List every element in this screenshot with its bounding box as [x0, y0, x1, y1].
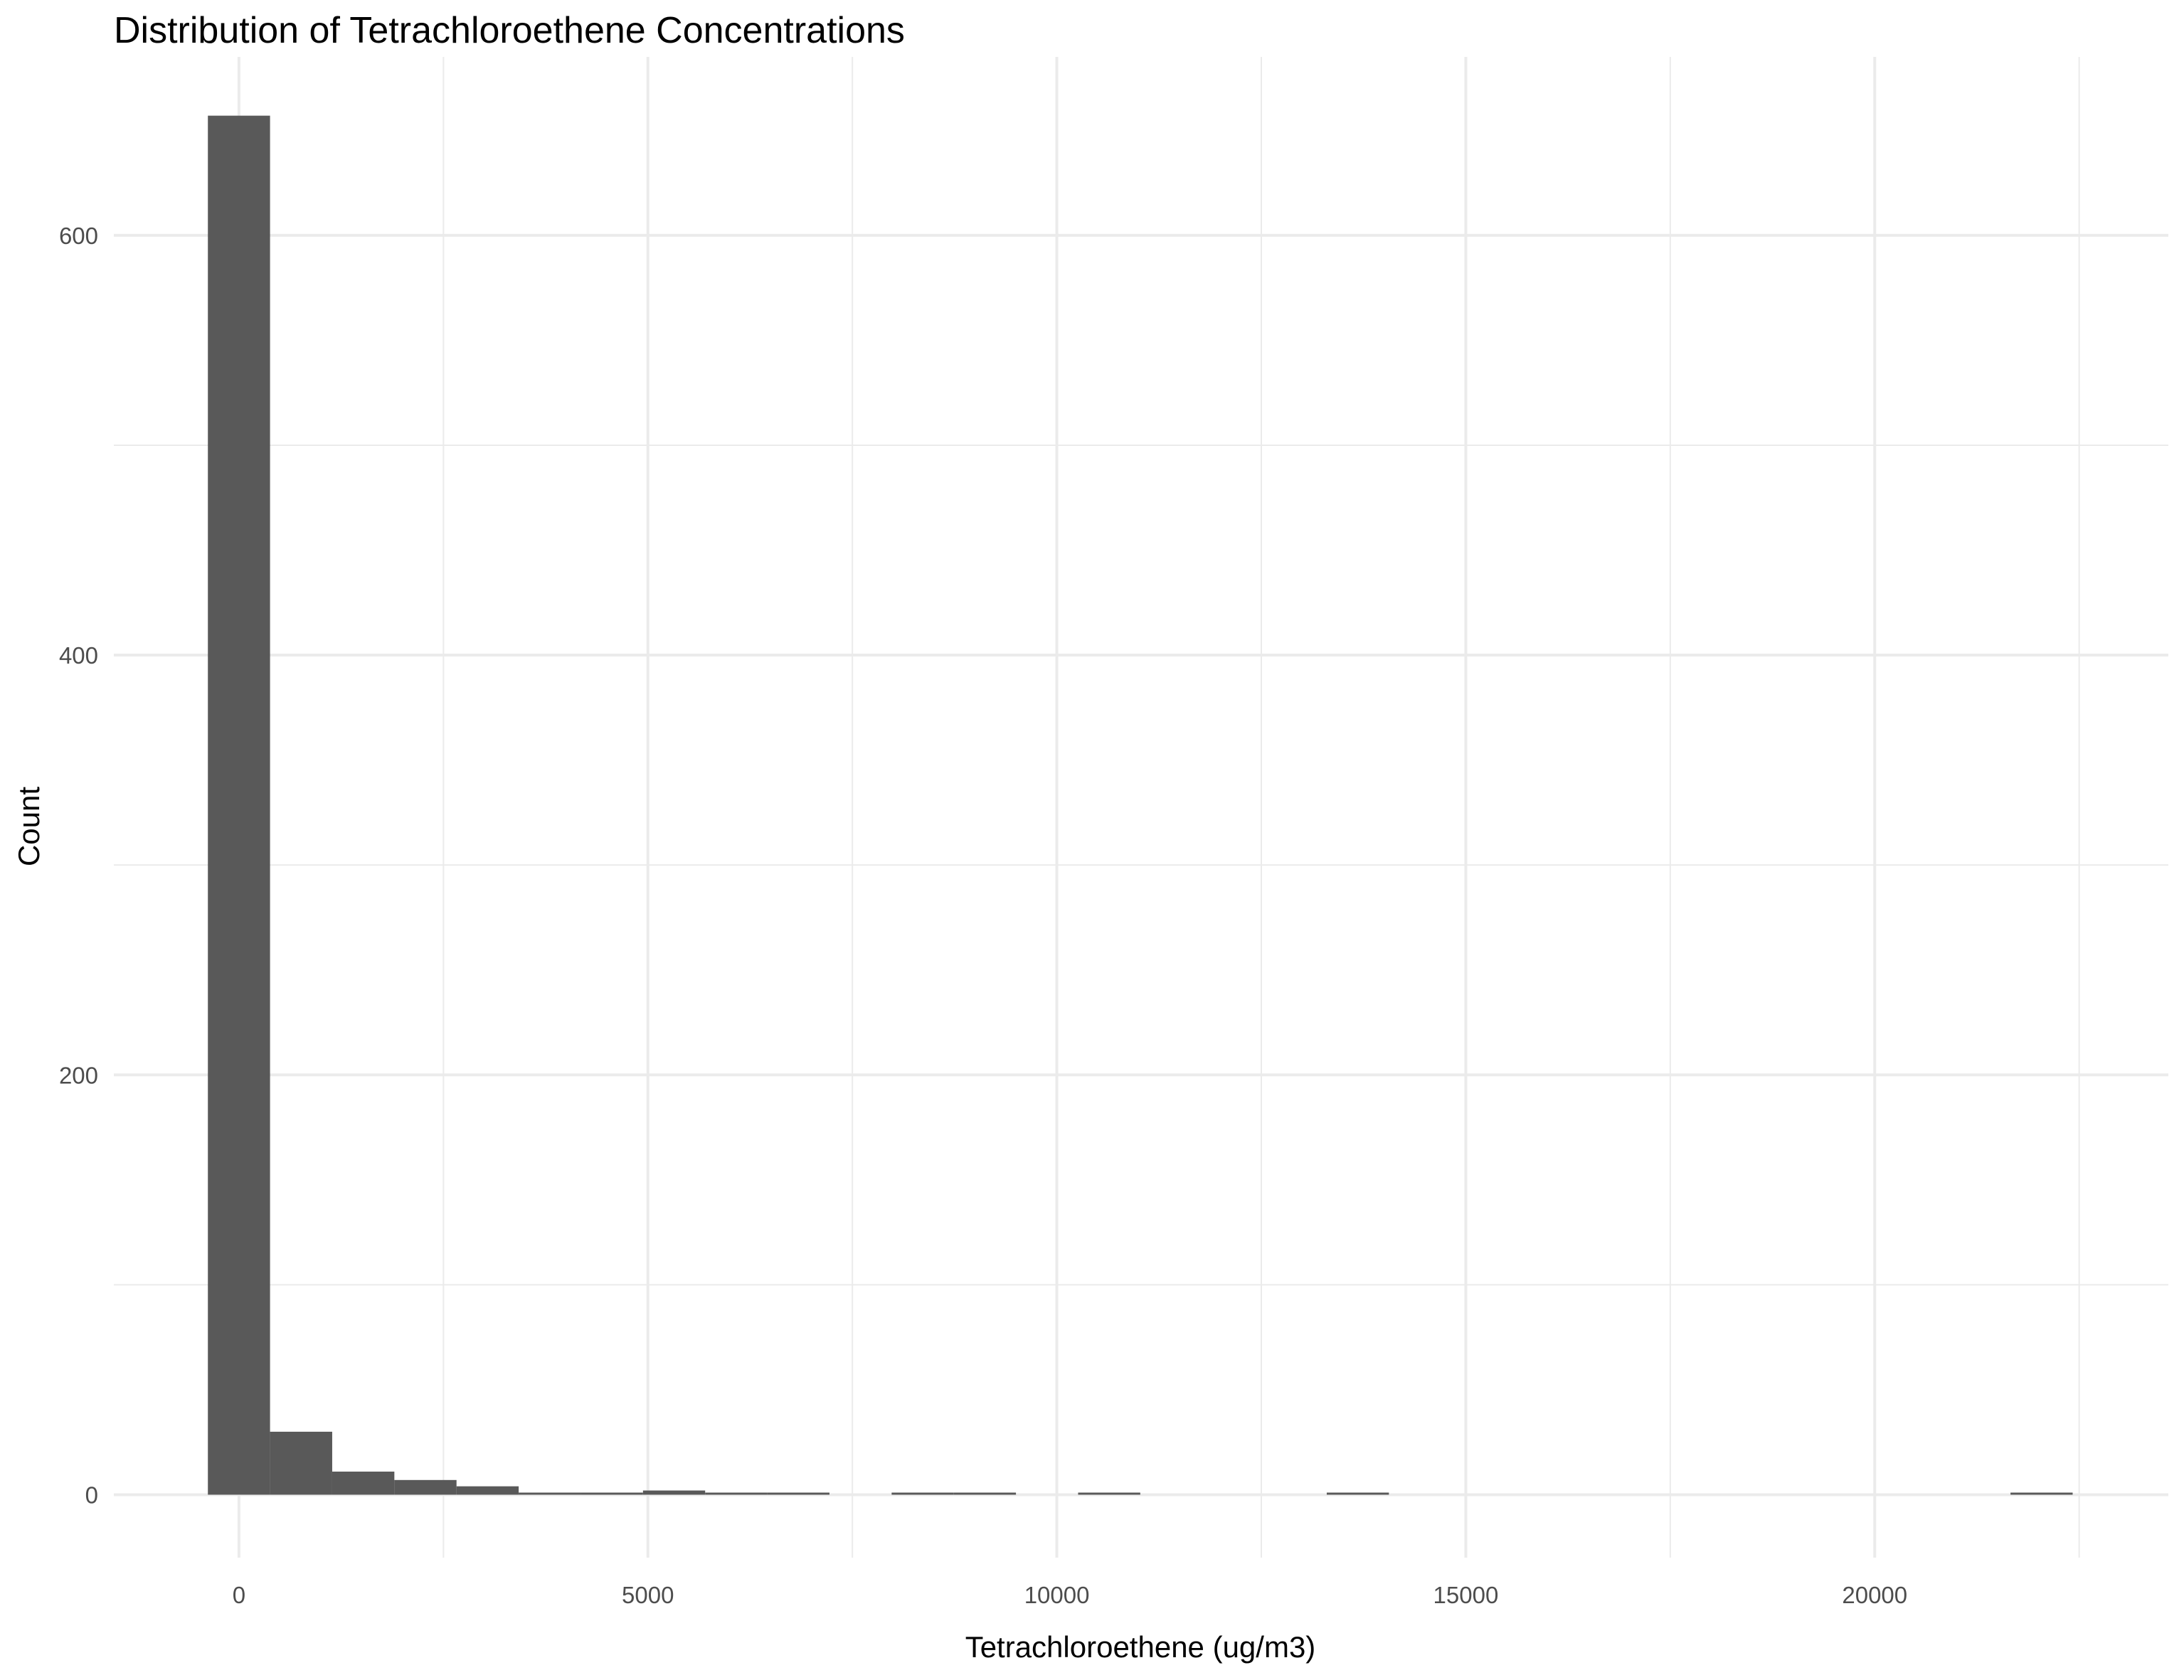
x-tick-label: 10000	[1024, 1582, 1090, 1608]
histogram-bar	[642, 1490, 706, 1495]
histogram-bar	[519, 1492, 581, 1495]
histogram-bar	[208, 115, 270, 1495]
histogram-bar	[891, 1492, 954, 1495]
y-tick-label: 0	[85, 1482, 98, 1508]
histogram-bar	[1078, 1492, 1140, 1495]
histogram-bar	[270, 1431, 332, 1495]
x-tick-label: 20000	[1842, 1582, 1907, 1608]
x-tick-label: 0	[233, 1582, 245, 1608]
y-tick-label: 400	[59, 642, 98, 669]
histogram-bar	[581, 1492, 643, 1495]
histogram-bar	[394, 1479, 457, 1495]
histogram-bar	[456, 1486, 519, 1495]
x-axis-ticks: 0 5000 10000 15000 20000	[233, 1582, 1907, 1608]
histogram-bar	[1326, 1492, 1389, 1495]
y-tick-label: 600	[59, 223, 98, 249]
y-axis-ticks: 0 200 400 600	[59, 223, 98, 1509]
histogram-bars	[208, 115, 2073, 1495]
x-tick-label: 5000	[622, 1582, 674, 1608]
histogram-bar	[953, 1492, 1017, 1495]
x-axis-title: Tetrachloroethene (ug/m3)	[965, 1630, 1316, 1664]
y-axis-title: Count	[12, 787, 46, 866]
histogram-bar	[2010, 1492, 2073, 1495]
minor-gridlines	[114, 57, 2168, 1558]
histogram-bar	[705, 1492, 768, 1495]
histogram-bar	[767, 1492, 829, 1495]
chart-title: Distribution of Tetrachloroethene Concen…	[114, 10, 905, 51]
major-gridlines	[114, 57, 2168, 1558]
y-tick-label: 200	[59, 1062, 98, 1088]
histogram-bar	[332, 1472, 395, 1495]
x-tick-label: 15000	[1433, 1582, 1499, 1608]
